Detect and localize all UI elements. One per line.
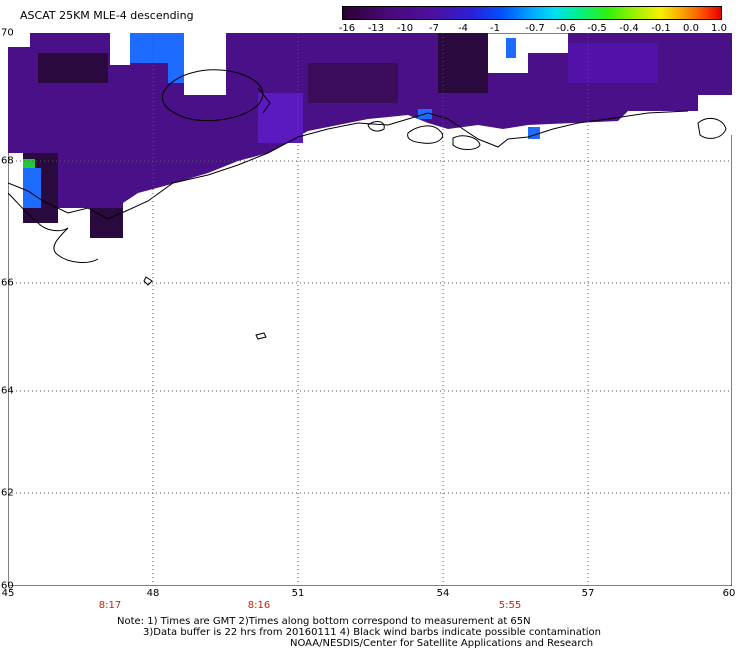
lon-label-45: 45: [1, 588, 15, 599]
swath-blue-cell: [130, 33, 186, 63]
map-title: ASCAT 25KM MLE-4 descending: [20, 9, 194, 22]
note-line-3: NOAA/NESDIS/Center for Satellite Applica…: [290, 638, 594, 649]
swath-blue-cell: [168, 63, 186, 83]
island: [452, 135, 481, 150]
colorbar-tick: -0.5: [587, 23, 607, 34]
island: [367, 121, 385, 132]
island: [697, 117, 727, 139]
wind-data-swath: [8, 33, 732, 238]
swath-gap: [8, 33, 30, 47]
swath-blue-cell: [528, 127, 540, 139]
swath-violet-cell: [258, 93, 303, 143]
colorbar-tick: 0.0: [683, 23, 699, 34]
swath-dark-cell: [38, 53, 108, 83]
swath-gap: [698, 95, 732, 135]
lon-label-57: 57: [581, 588, 595, 599]
colorbar-tick: -10: [396, 23, 414, 34]
lon-label-60: 60: [722, 588, 736, 599]
note-line-2: 3)Data buffer is 22 hrs from 20160111 4)…: [143, 627, 601, 638]
colorbar-tick: -0.1: [651, 23, 671, 34]
colorbar-tick: -7: [429, 23, 439, 34]
lat-label-70: 70: [1, 27, 14, 39]
colorbar: [342, 6, 722, 20]
colorbar-tick: -4: [458, 23, 468, 34]
swath-green-cell: [23, 159, 35, 168]
colorbar-tick: -0.4: [619, 23, 639, 34]
mainland-coast: [8, 110, 689, 220]
coastlines: [8, 69, 727, 340]
swath-blue-cell: [23, 168, 41, 208]
kanin-peninsula: [161, 69, 264, 122]
swath-gap: [184, 33, 226, 95]
lat-label-66: 66: [1, 277, 14, 289]
swath-violet-cell: [568, 43, 658, 83]
white-sea-coast: [8, 192, 99, 263]
swath-dark-cell: [90, 208, 123, 238]
note-line-1: Note: 1) Times are GMT 2)Times along bot…: [117, 616, 531, 627]
colorbar-tick: -16: [338, 23, 356, 34]
lon-label-51: 51: [291, 588, 305, 599]
lon-label-54: 54: [436, 588, 450, 599]
pass-time: 8:16: [247, 600, 271, 611]
lat-label-68: 68: [1, 155, 14, 167]
colorbar-tick: -13: [367, 23, 385, 34]
lat-label-60: 60: [1, 580, 14, 592]
map-plot: [8, 33, 732, 586]
swath-blue-cell: [506, 38, 516, 58]
colorbar-tick: -1: [490, 23, 500, 34]
lat-label-62: 62: [1, 487, 14, 499]
lon-label-48: 48: [146, 588, 160, 599]
swath-dark-cell: [438, 33, 488, 93]
colorbar-tick: -0.7: [525, 23, 545, 34]
colorbar-tick: 1.0: [711, 23, 727, 34]
coast-segment: [257, 87, 271, 114]
pass-time: 8:17: [98, 600, 122, 611]
kolguev-island: [143, 276, 153, 286]
swath-gap: [110, 33, 130, 65]
graticule: [8, 33, 732, 586]
small-island: [255, 332, 267, 340]
pass-time: 5:55: [498, 600, 522, 611]
colorbar-tick: -0.6: [556, 23, 576, 34]
lat-label-64: 64: [1, 385, 14, 397]
swath-dark-cell: [308, 63, 398, 103]
island: [407, 125, 444, 144]
